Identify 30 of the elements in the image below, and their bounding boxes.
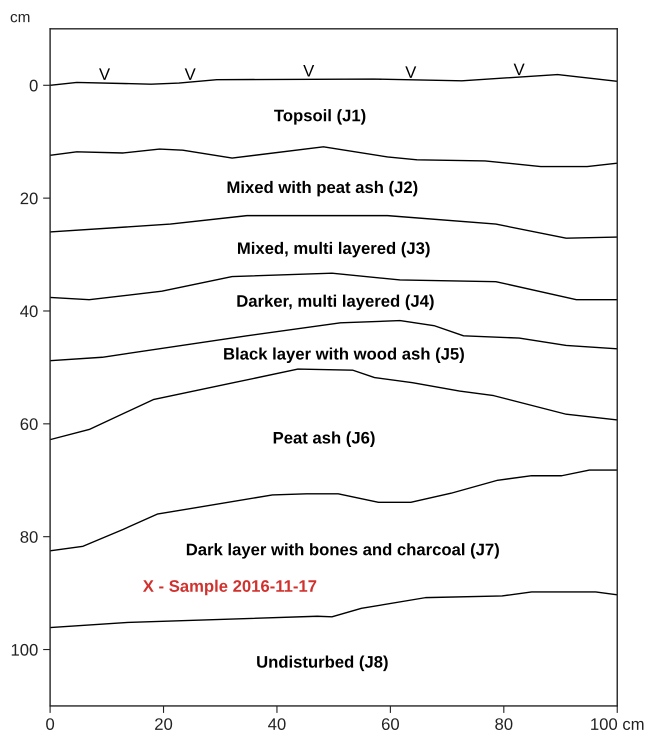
annotation: V — [184, 68, 196, 80]
annotation: Black layer with wood ash (J5) — [224, 347, 464, 363]
y-axis-title: cm — [10, 14, 30, 22]
annotation: Mixed with peat ash (J2) — [228, 180, 418, 196]
annotation: X - Sample 2016-11-17 — [142, 580, 316, 596]
annotation: Mixed, multi layered (J3) — [238, 242, 430, 258]
annotation: V — [303, 65, 314, 77]
annotation: Undisturbed (J8) — [257, 656, 388, 672]
x-tick-label: 20 — [155, 718, 172, 730]
x-tick-label: 80 — [495, 718, 512, 730]
line-series — [50, 146, 618, 168]
y-tick-label: 100 — [12, 644, 38, 656]
y-tick-label: 0 — [30, 80, 38, 92]
x-tick-label: 60 — [382, 718, 399, 730]
line-series — [50, 320, 618, 362]
x-tick-label: 100 cm — [591, 718, 644, 730]
line-series — [50, 214, 618, 239]
annotation: Dark layer with bones and charcoal (J7) — [186, 543, 499, 559]
annotation: Darker, multi layered (J4) — [237, 294, 434, 310]
x-tick-label: 40 — [268, 718, 286, 730]
y-tick-label: 20 — [20, 192, 38, 204]
y-tick-label: 60 — [20, 418, 38, 430]
annotation: Peat ash (J6) — [274, 431, 375, 447]
annotation: V — [405, 66, 416, 78]
x-tick-label: 0 — [46, 718, 54, 730]
y-tick-label: 80 — [20, 531, 38, 543]
annotation: V — [514, 64, 525, 76]
annotation: Topsoil (J1) — [274, 109, 366, 125]
annotation: V — [99, 68, 110, 80]
y-tick-label: 40 — [20, 305, 38, 318]
